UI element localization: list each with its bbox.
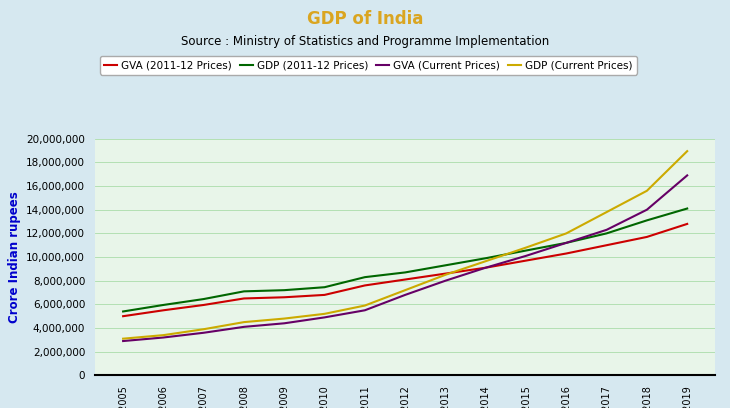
GVA (Current Prices) <box>320 315 329 320</box>
GDP (2011-12 Prices) <box>481 256 490 261</box>
GDP (2011-12 Prices) <box>361 275 369 279</box>
GDP (Current Prices) <box>199 327 208 332</box>
GVA (Current Prices) <box>522 253 531 258</box>
GVA (2011-12 Prices) <box>119 314 128 319</box>
Line: GDP (Current Prices): GDP (Current Prices) <box>123 151 687 339</box>
GVA (Current Prices) <box>602 227 611 232</box>
GDP (2011-12 Prices) <box>119 309 128 314</box>
GDP (2011-12 Prices) <box>199 297 208 302</box>
GDP (Current Prices) <box>239 320 248 325</box>
GVA (2011-12 Prices) <box>441 271 450 276</box>
GDP (2011-12 Prices) <box>522 248 531 253</box>
GDP (2011-12 Prices) <box>602 231 611 236</box>
GVA (2011-12 Prices) <box>642 235 651 239</box>
GDP (Current Prices) <box>280 316 288 321</box>
GDP (Current Prices) <box>481 259 490 264</box>
GVA (Current Prices) <box>159 335 168 340</box>
GVA (2011-12 Prices) <box>320 293 329 297</box>
GDP (2011-12 Prices) <box>280 288 288 293</box>
GVA (2011-12 Prices) <box>683 222 691 226</box>
GDP (Current Prices) <box>401 288 410 293</box>
GVA (2011-12 Prices) <box>361 283 369 288</box>
GDP (2011-12 Prices) <box>320 285 329 290</box>
GDP (Current Prices) <box>642 188 651 193</box>
GVA (Current Prices) <box>280 321 288 326</box>
GDP (2011-12 Prices) <box>239 289 248 294</box>
Line: GVA (2011-12 Prices): GVA (2011-12 Prices) <box>123 224 687 316</box>
GDP (2011-12 Prices) <box>401 270 410 275</box>
GDP (Current Prices) <box>320 311 329 316</box>
GVA (2011-12 Prices) <box>199 302 208 307</box>
GDP (Current Prices) <box>159 333 168 337</box>
GDP (Current Prices) <box>361 303 369 308</box>
Line: GDP (2011-12 Prices): GDP (2011-12 Prices) <box>123 208 687 311</box>
GVA (2011-12 Prices) <box>481 265 490 270</box>
GDP (2011-12 Prices) <box>642 218 651 223</box>
Line: GVA (Current Prices): GVA (Current Prices) <box>123 175 687 341</box>
GDP (2011-12 Prices) <box>441 263 450 268</box>
GVA (Current Prices) <box>562 240 571 245</box>
GVA (Current Prices) <box>199 330 208 335</box>
GVA (Current Prices) <box>441 278 450 283</box>
GVA (2011-12 Prices) <box>401 277 410 282</box>
GVA (2011-12 Prices) <box>522 258 531 263</box>
GVA (2011-12 Prices) <box>602 243 611 248</box>
GVA (Current Prices) <box>361 308 369 313</box>
GDP (Current Prices) <box>602 210 611 215</box>
GVA (2011-12 Prices) <box>280 295 288 300</box>
GVA (2011-12 Prices) <box>562 251 571 256</box>
GDP (Current Prices) <box>522 245 531 250</box>
GVA (Current Prices) <box>401 293 410 297</box>
Text: GDP of India: GDP of India <box>307 10 423 28</box>
GVA (Current Prices) <box>481 265 490 270</box>
GVA (2011-12 Prices) <box>239 296 248 301</box>
GDP (Current Prices) <box>441 273 450 277</box>
GDP (2011-12 Prices) <box>159 302 168 307</box>
GVA (Current Prices) <box>239 324 248 329</box>
GDP (Current Prices) <box>683 149 691 153</box>
Legend: GVA (2011-12 Prices), GDP (2011-12 Prices), GVA (Current Prices), GDP (Current P: GVA (2011-12 Prices), GDP (2011-12 Price… <box>100 56 637 75</box>
GDP (2011-12 Prices) <box>683 206 691 211</box>
GVA (2011-12 Prices) <box>159 308 168 313</box>
Y-axis label: Crore Indian rupees: Crore Indian rupees <box>7 191 20 323</box>
GVA (Current Prices) <box>119 339 128 344</box>
Text: Source : Ministry of Statistics and Programme Implementation: Source : Ministry of Statistics and Prog… <box>181 35 549 48</box>
GDP (Current Prices) <box>562 231 571 236</box>
GVA (Current Prices) <box>683 173 691 178</box>
GDP (2011-12 Prices) <box>562 240 571 245</box>
GVA (Current Prices) <box>642 207 651 212</box>
GDP (Current Prices) <box>119 336 128 341</box>
